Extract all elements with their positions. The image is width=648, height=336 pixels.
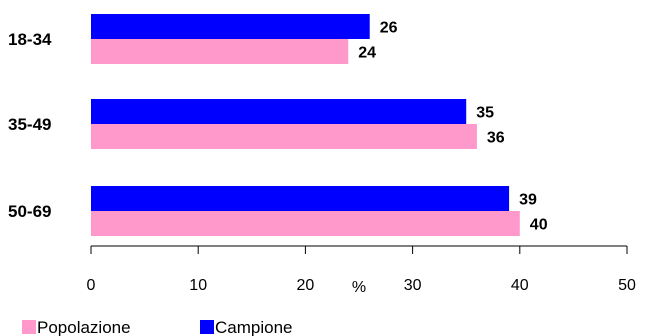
x-tick-label: 50 (618, 277, 636, 294)
x-tick-label: 30 (404, 277, 422, 294)
x-axis: 0 10 20 30 40 50 (87, 245, 636, 294)
legend: Popolazione Campione (22, 318, 293, 336)
bars-group (91, 14, 520, 236)
legend-label-popolazione: Popolazione (37, 318, 131, 336)
data-label-popolazione-35-49: 36 (487, 130, 505, 147)
category-labels-group: 18-34 35-49 50-69 (8, 30, 52, 221)
category-label: 35-49 (8, 115, 51, 134)
data-label-popolazione-50-69: 40 (530, 217, 548, 234)
legend-swatch-campione (200, 320, 214, 334)
x-tick-label: 0 (87, 277, 96, 294)
legend-label-campione: Campione (215, 318, 293, 336)
legend-swatch-popolazione (22, 320, 36, 334)
bar-popolazione-18-34 (91, 39, 349, 64)
data-label-popolazione-18-34: 24 (358, 45, 376, 62)
data-label-campione-18-34: 26 (380, 20, 398, 37)
bar-campione-50-69 (91, 186, 510, 211)
bar-campione-35-49 (91, 99, 467, 124)
bar-popolazione-50-69 (91, 211, 520, 236)
bar-campione-18-34 (91, 14, 370, 39)
x-axis-unit-label: % (352, 279, 366, 296)
bar-popolazione-35-49 (91, 124, 477, 149)
category-label: 18-34 (8, 30, 52, 49)
data-label-campione-50-69: 39 (519, 192, 537, 209)
x-tick-label: 40 (511, 277, 529, 294)
category-label: 50-69 (8, 202, 51, 221)
x-tick-label: 10 (189, 277, 207, 294)
data-label-campione-35-49: 35 (476, 105, 494, 122)
x-tick-label: 20 (297, 277, 315, 294)
